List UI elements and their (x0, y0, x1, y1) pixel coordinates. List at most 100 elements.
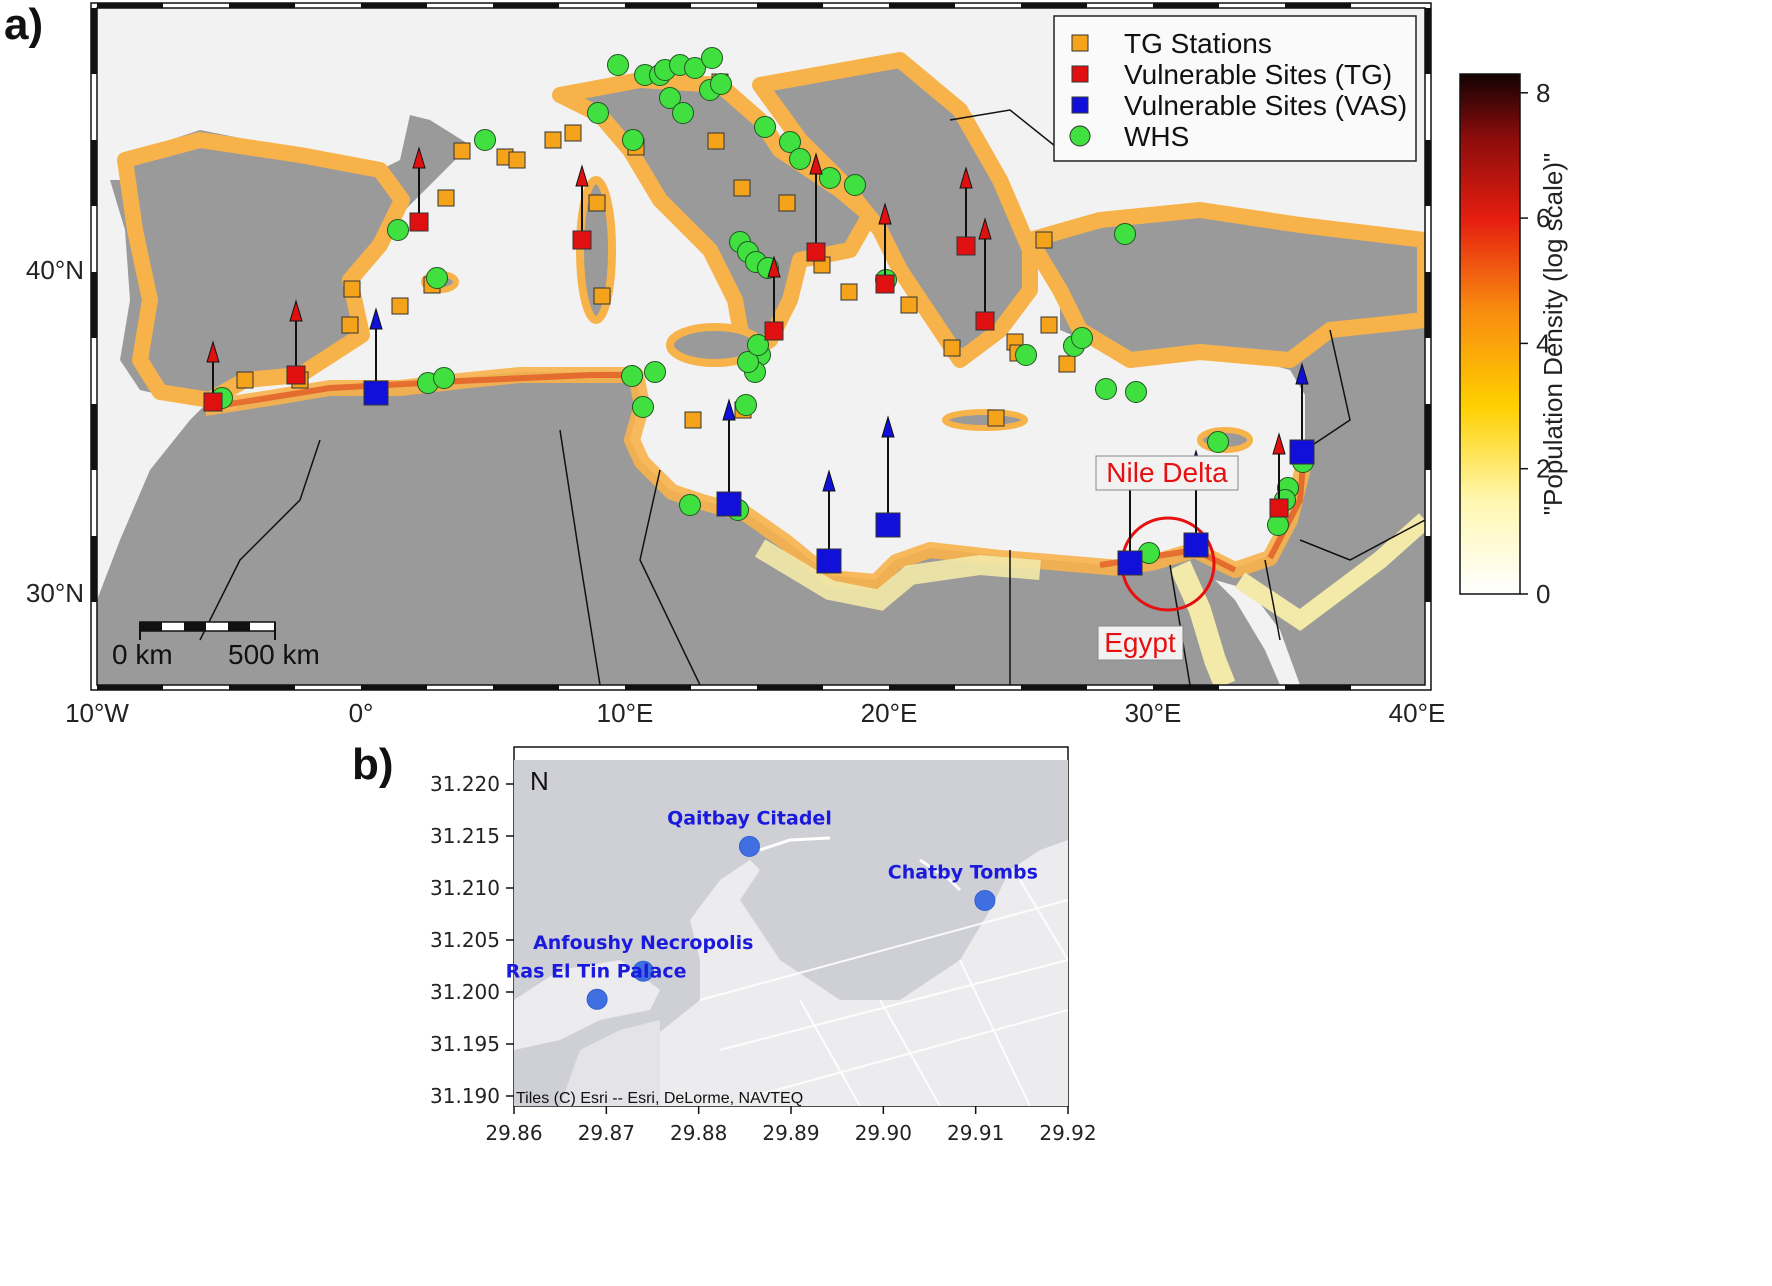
whs-marker (387, 219, 409, 241)
scale-bar-start-label: 0 km (112, 639, 173, 670)
vulnerable-tg-marker (975, 311, 995, 331)
legend-vtg-marker (1071, 65, 1089, 83)
whs-marker (433, 367, 455, 389)
whs-marker (632, 396, 654, 418)
vulnerable-tg-marker (572, 230, 592, 250)
inset-x-tick-label: 29.86 (485, 1121, 542, 1145)
inset-y-tick-label: 31.215 (430, 824, 500, 848)
x-tick-label: 0° (349, 698, 374, 728)
panel-b-label: b) (352, 740, 394, 789)
tile-attribution: Tiles (C) Esri -- Esri, DeLorme, NAVTEQ (516, 1090, 803, 1107)
tg-station-marker (778, 194, 796, 212)
legend-vas-marker (1071, 96, 1089, 114)
vulnerable-tg-layer (203, 212, 1289, 518)
inset-x-tick-label: 29.88 (670, 1121, 727, 1145)
inset-basemap (514, 760, 1068, 1106)
inset-y-tick-label: 31.220 (430, 772, 500, 796)
heritage-site-label: Anfoushy Necropolis (533, 932, 753, 954)
tg-stations-layer (236, 73, 1076, 429)
vulnerable-vas-layer (363, 380, 1315, 576)
vulnerable-tg-marker (203, 392, 223, 412)
legend-whs-label: WHS (1124, 121, 1189, 152)
vulnerable-vas-marker (363, 380, 389, 406)
whs-marker (779, 131, 801, 153)
egypt-annotation: Egypt (1097, 625, 1184, 661)
libya-coast-band (754, 539, 1041, 611)
tg-station-marker (564, 124, 582, 142)
whs-marker (587, 102, 609, 124)
x-tick-label: 10°W (65, 698, 129, 728)
scale-bar: 0 km 500 km (112, 621, 320, 670)
whs-marker (1267, 514, 1289, 536)
tg-station-marker (684, 411, 702, 429)
tg-station-marker (588, 194, 606, 212)
tg-station-marker (437, 189, 455, 207)
whs-marker (844, 174, 866, 196)
vulnerability-arrow (809, 152, 823, 252)
vulnerable-tg-marker (806, 242, 826, 262)
heritage-site-label: Chatby Tombs (888, 861, 1038, 883)
whs-marker (1125, 381, 1147, 403)
heritage-site-label: Ras El Tin Palace (506, 960, 687, 982)
legend-tg-label: TG Stations (1124, 28, 1272, 59)
inset-y-tick-label: 31.200 (430, 980, 500, 1004)
x-tick-label: 10°E (597, 698, 654, 728)
breakwater (759, 836, 831, 852)
tg-station-marker (453, 142, 471, 160)
vulnerable-tg-marker (409, 212, 429, 232)
whs-marker (621, 365, 643, 387)
whs-marker (679, 494, 701, 516)
suez-band (1235, 513, 1425, 632)
tg-station-marker (391, 297, 409, 315)
inset-y-tick-label: 31.210 (430, 876, 500, 900)
heritage-sites-layer: Qaitbay Citadel Chatby Tombs Anfoushy Necr… (506, 807, 1038, 1010)
vulnerability-arrow (767, 255, 781, 331)
inset-y-tick-label: 31.195 (430, 1032, 500, 1056)
vulnerable-vas-marker (1117, 550, 1143, 576)
inset-x-tick-label: 29.92 (1039, 1121, 1096, 1145)
tg-station-marker (508, 151, 526, 169)
inset-x-tick-label: 29.89 (762, 1121, 819, 1145)
tg-station-marker (733, 179, 751, 197)
vulnerable-tg-marker (956, 236, 976, 256)
western-harbour (560, 1020, 660, 1106)
inset-x-ticks: 29.86 29.87 29.88 29.89 29.90 29.91 29.92 (485, 1106, 1097, 1145)
inset-y-ticks: 31.220 31.215 31.210 31.205 31.200 31.195 31.1… (430, 772, 514, 1108)
tg-station-marker (343, 280, 361, 298)
heritage-site-marker (738, 835, 760, 857)
colorbar-tick-label: 6 (1536, 203, 1550, 233)
vulnerability-arrow (978, 217, 992, 321)
tg-station-marker (1035, 231, 1053, 249)
vulnerable-tg-marker (286, 365, 306, 385)
vulnerability-arrow (412, 146, 426, 222)
legend-whs-marker (1069, 125, 1091, 147)
tg-station-marker (943, 339, 961, 357)
whs-marker (747, 334, 769, 356)
whs-marker (1071, 327, 1093, 349)
crete (942, 409, 1028, 431)
inset-x-tick-label: 29.90 (855, 1121, 912, 1145)
vulnerability-arrow (878, 202, 892, 284)
tg-station-marker (593, 287, 611, 305)
ras-el-tin-land (514, 960, 660, 1050)
colorbar-title: "Population Density (log scale)" (1538, 153, 1568, 515)
colorbar-tick-label: 2 (1536, 454, 1550, 484)
inset-x-tick-label: 29.87 (578, 1121, 635, 1145)
x-tick-label: 30°E (1125, 698, 1182, 728)
alexandria-map: N Tiles (C) Esri -- Esri, DeLorme, NAVTE… (430, 746, 1097, 1145)
x-tick-label: 40°E (1389, 698, 1446, 728)
colorbar-tick-label: 0 (1536, 579, 1550, 609)
vulnerable-tg-marker (875, 274, 895, 294)
balkans (752, 52, 1038, 368)
tg-station-marker (1040, 316, 1058, 334)
y-tick-label: 30°N (26, 578, 84, 608)
colorbar-tick-label: 4 (1536, 328, 1550, 358)
whs-marker (607, 54, 629, 76)
whs-marker (474, 129, 496, 151)
vulnerability-arrow (722, 398, 736, 504)
vulnerable-vas-marker (1289, 439, 1315, 465)
heritage-site-marker (586, 988, 608, 1010)
x-tick-label: 20°E (861, 698, 918, 728)
vulnerable-vas-marker (816, 548, 842, 574)
y-tick-label: 40°N (26, 255, 84, 285)
